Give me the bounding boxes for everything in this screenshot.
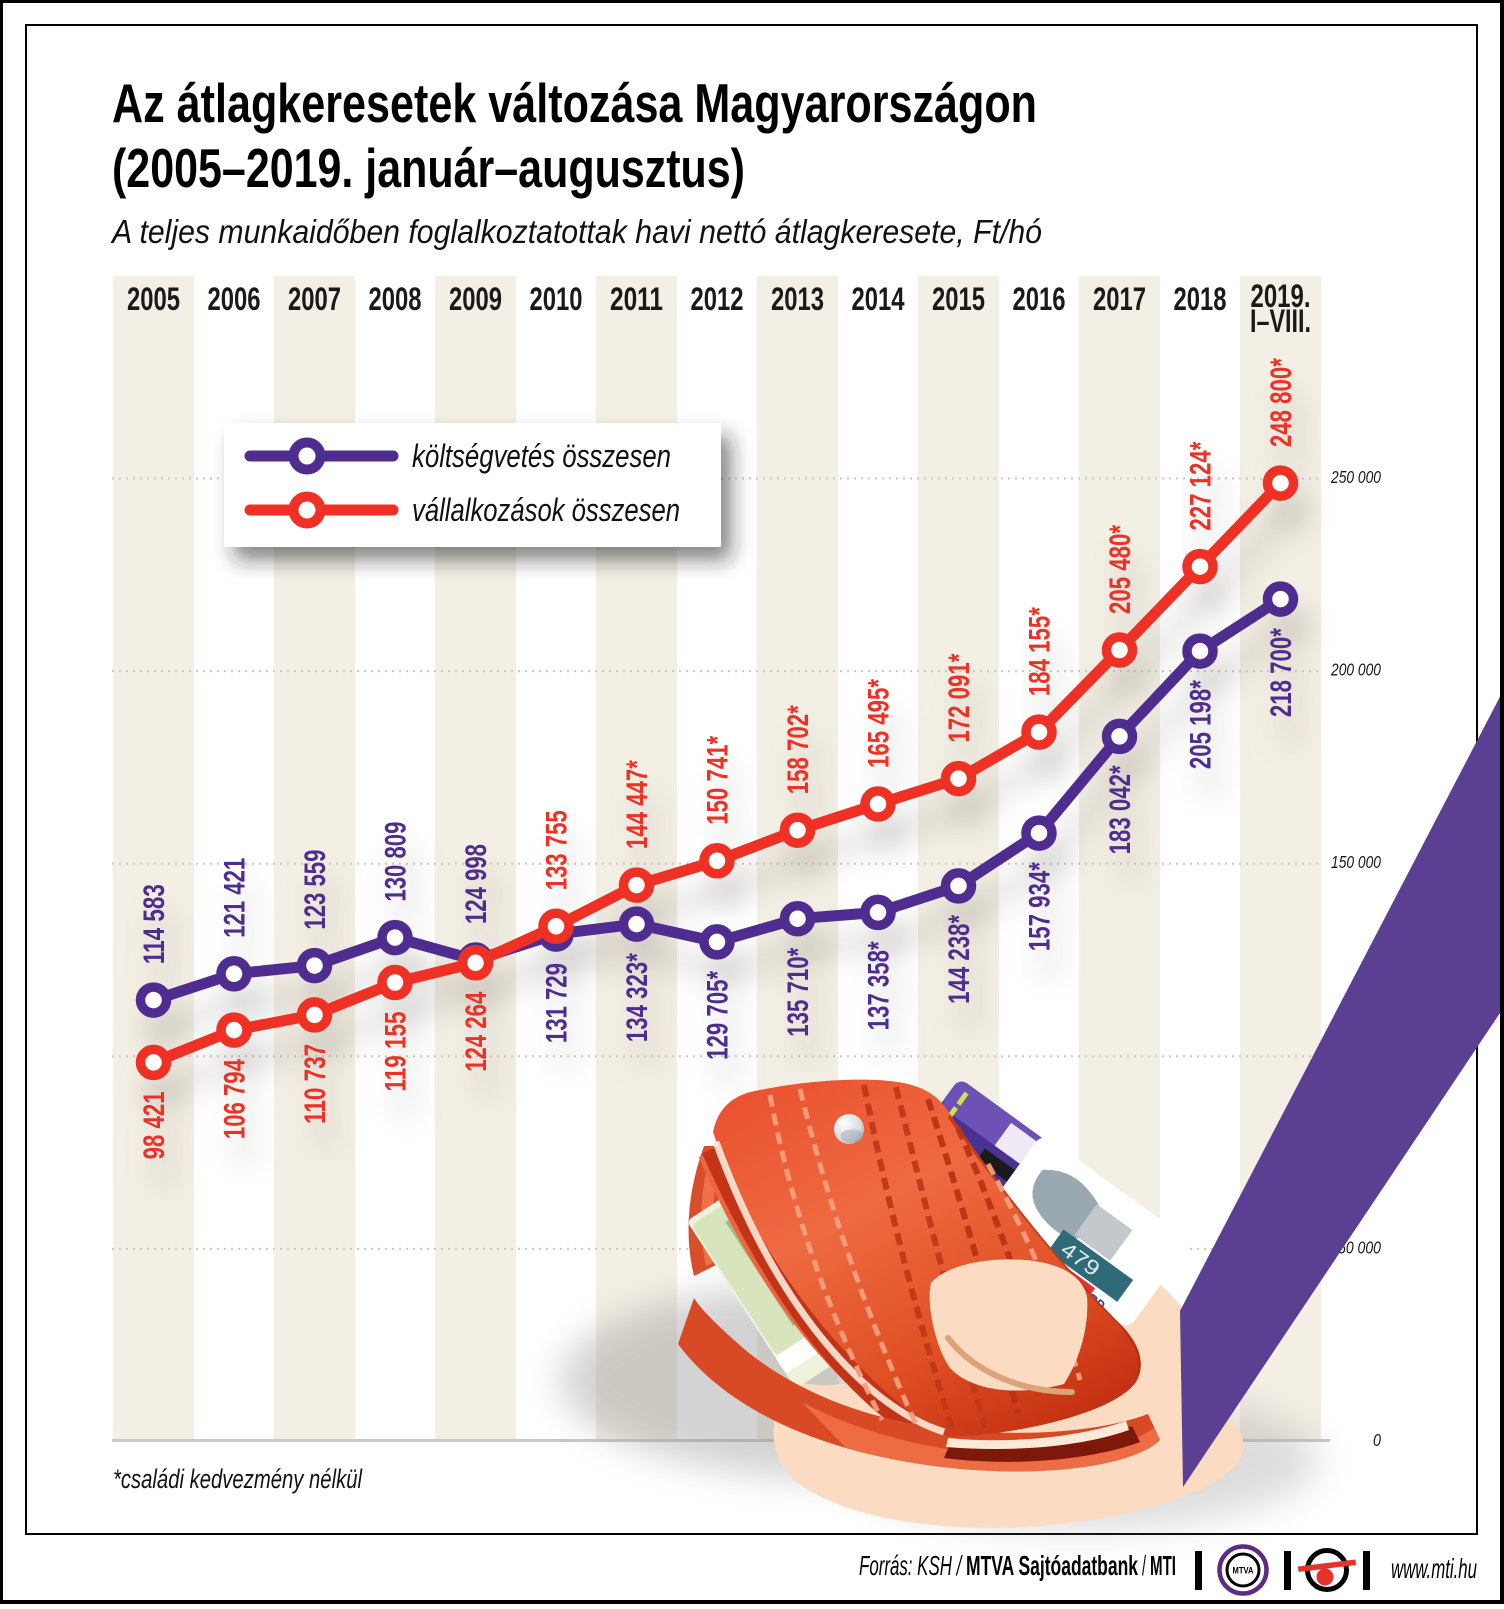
svg-text:2014: 2014 bbox=[852, 281, 905, 317]
svg-text:205 198*: 205 198* bbox=[1194, 708, 1227, 797]
svg-text:106 794: 106 794 bbox=[228, 1087, 261, 1167]
svg-text:133 755: 133 755 bbox=[540, 810, 573, 890]
svg-text:248 800*: 248 800* bbox=[1265, 358, 1298, 447]
svg-text:144 238*: 144 238* bbox=[953, 943, 986, 1032]
svg-text:133 755: 133 755 bbox=[550, 838, 583, 918]
svg-text:158 702*: 158 702* bbox=[782, 705, 815, 794]
svg-text:135 710*: 135 710* bbox=[792, 975, 825, 1064]
svg-text:106 794: 106 794 bbox=[218, 1059, 251, 1139]
svg-text:183 042*: 183 042* bbox=[1114, 793, 1147, 882]
svg-text:I–VIII.: I–VIII. bbox=[1250, 303, 1311, 339]
svg-text:2016: 2016 bbox=[1013, 281, 1066, 317]
svg-text:124 998: 124 998 bbox=[460, 844, 493, 924]
svg-text:2007: 2007 bbox=[288, 281, 341, 317]
svg-text:121 421: 121 421 bbox=[218, 858, 251, 938]
svg-text:131 729: 131 729 bbox=[550, 991, 583, 1071]
svg-text:150 741*: 150 741* bbox=[711, 764, 744, 853]
svg-text:(2005–2019. január–augusztus): (2005–2019. január–augusztus) bbox=[112, 137, 745, 199]
svg-text:131 729: 131 729 bbox=[540, 963, 573, 1043]
svg-text:227 124*: 227 124* bbox=[1184, 441, 1217, 530]
svg-text:50 000: 50 000 bbox=[1338, 1237, 1381, 1257]
svg-text:2019.: 2019. bbox=[1251, 278, 1311, 314]
svg-text:119 155: 119 155 bbox=[379, 1012, 412, 1092]
svg-text:150 000: 150 000 bbox=[1331, 852, 1381, 872]
svg-text:134 323*: 134 323* bbox=[631, 981, 664, 1070]
svg-text:135 710*: 135 710* bbox=[782, 947, 815, 1036]
svg-text:98 421: 98 421 bbox=[148, 1119, 181, 1187]
svg-text:124 264: 124 264 bbox=[460, 992, 493, 1072]
svg-text:110 737: 110 737 bbox=[299, 1044, 332, 1124]
svg-text:129 705*: 129 705* bbox=[701, 971, 734, 1060]
svg-text:184 155*: 184 155* bbox=[1023, 607, 1056, 696]
svg-text:130 809: 130 809 bbox=[379, 822, 412, 902]
svg-text:123 559: 123 559 bbox=[309, 878, 342, 958]
svg-text:134 323*: 134 323* bbox=[621, 953, 654, 1042]
svg-text:218 700*: 218 700* bbox=[1275, 656, 1308, 745]
svg-text:költségvetés összesen: költségvetés összesen bbox=[412, 438, 671, 474]
svg-text:200 000: 200 000 bbox=[1330, 660, 1381, 680]
svg-text:114 583: 114 583 bbox=[138, 884, 171, 964]
svg-text:157 934*: 157 934* bbox=[1033, 890, 1066, 979]
svg-text:2006: 2006 bbox=[208, 281, 261, 317]
svg-text:165 495*: 165 495* bbox=[862, 679, 895, 768]
svg-text:2018: 2018 bbox=[1174, 281, 1227, 317]
svg-text:123 559: 123 559 bbox=[299, 850, 332, 930]
svg-text:2013: 2013 bbox=[771, 281, 824, 317]
svg-text:129 705*: 129 705* bbox=[711, 999, 744, 1088]
svg-text:165 495*: 165 495* bbox=[872, 707, 905, 796]
svg-text:*családi kedvezmény nélkül: *családi kedvezmény nélkül bbox=[113, 1464, 363, 1494]
svg-text:144 238*: 144 238* bbox=[943, 915, 976, 1004]
svg-text:110 737: 110 737 bbox=[309, 1072, 342, 1152]
svg-text:144 447*: 144 447* bbox=[631, 788, 664, 877]
svg-text:www.mti.hu: www.mti.hu bbox=[1391, 1553, 1477, 1584]
svg-text:172 091*: 172 091* bbox=[953, 681, 986, 770]
svg-text:98 421: 98 421 bbox=[138, 1091, 171, 1159]
svg-text:172 091*: 172 091* bbox=[943, 653, 976, 742]
svg-text:vállalkozások összesen: vállalkozások összesen bbox=[412, 492, 680, 528]
svg-text:158 702*: 158 702* bbox=[792, 733, 825, 822]
svg-text:137 358*: 137 358* bbox=[862, 941, 895, 1030]
svg-text:124 998: 124 998 bbox=[470, 872, 503, 952]
svg-text:119 155: 119 155 bbox=[389, 1040, 422, 1120]
svg-text:124 264: 124 264 bbox=[470, 1020, 503, 1100]
svg-text:114 583: 114 583 bbox=[148, 912, 181, 992]
svg-text:183 042*: 183 042* bbox=[1104, 765, 1137, 854]
svg-text:2009: 2009 bbox=[449, 281, 502, 317]
svg-text:2011: 2011 bbox=[610, 281, 663, 317]
svg-text:157 934*: 157 934* bbox=[1023, 862, 1056, 951]
svg-text:MTVA: MTVA bbox=[1233, 1566, 1254, 1576]
svg-text:2015: 2015 bbox=[932, 281, 985, 317]
svg-text:Forrás: KSH / MTVA Sajtóadatba: Forrás: KSH / MTVA Sajtóadatbank / MTI bbox=[859, 1550, 1176, 1581]
svg-text:218 700*: 218 700* bbox=[1265, 628, 1298, 717]
svg-text:205 480*: 205 480* bbox=[1104, 525, 1137, 614]
svg-text:0: 0 bbox=[1373, 1430, 1381, 1450]
svg-text:248 800*: 248 800* bbox=[1275, 386, 1308, 475]
svg-text:205 198*: 205 198* bbox=[1184, 680, 1217, 769]
svg-text:144 447*: 144 447* bbox=[621, 760, 654, 849]
svg-text:2017: 2017 bbox=[1093, 281, 1146, 317]
svg-text:2010: 2010 bbox=[530, 281, 583, 317]
svg-text:Az átlagkeresetek változása Ma: Az átlagkeresetek változása Magyarország… bbox=[112, 72, 1037, 134]
svg-text:2008: 2008 bbox=[369, 281, 422, 317]
svg-text:A teljes munkaidőben foglalkoz: A teljes munkaidőben foglalkoztatottak h… bbox=[110, 213, 1042, 250]
svg-text:250 000: 250 000 bbox=[1330, 467, 1381, 487]
svg-text:150 741*: 150 741* bbox=[701, 736, 734, 825]
svg-text:2012: 2012 bbox=[691, 281, 744, 317]
svg-text:121 421: 121 421 bbox=[228, 886, 261, 966]
svg-text:2005: 2005 bbox=[127, 281, 180, 317]
svg-text:137 358*: 137 358* bbox=[872, 969, 905, 1058]
svg-text:130 809: 130 809 bbox=[389, 850, 422, 930]
